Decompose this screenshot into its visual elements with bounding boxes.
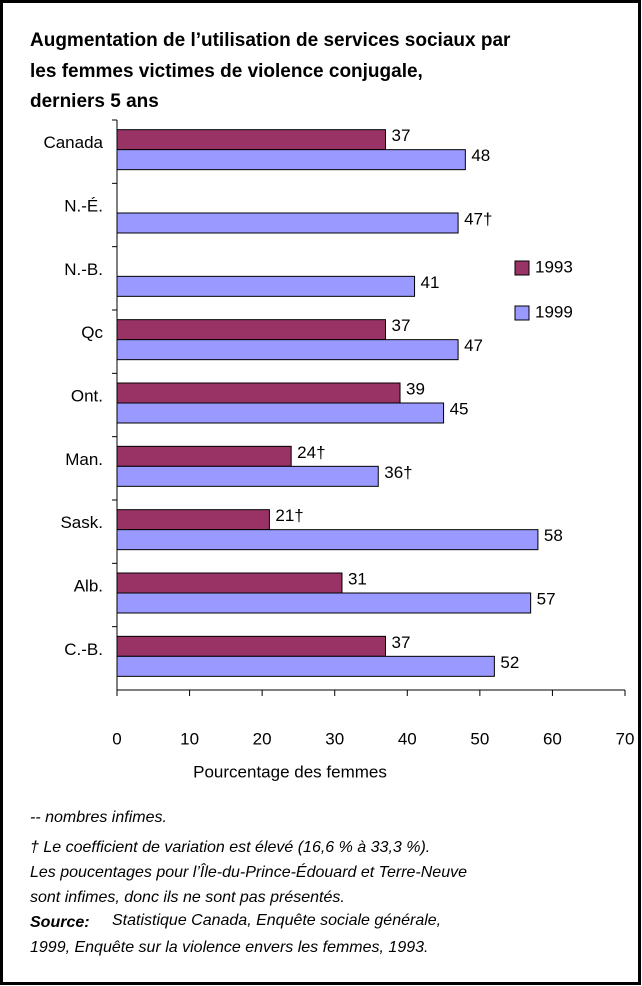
note: Les poucentages pour l’Île-du-Prince-Édo… (30, 862, 467, 881)
source-label: Source: (30, 914, 90, 931)
bar (116, 445, 292, 467)
value-label: 37 (392, 316, 411, 335)
y-tick-label: N.-B. (64, 260, 103, 279)
value-label: 41 (421, 273, 440, 292)
value-label: 37 (392, 633, 411, 652)
x-tick-label: 20 (253, 729, 272, 748)
x-tick-label: 70 (616, 729, 635, 748)
x-tick-label: 0 (112, 729, 121, 748)
note: -- nombres infimes. (30, 809, 167, 826)
legend-label: 1999 (535, 302, 573, 321)
y-tick-label: N.-É. (64, 196, 103, 215)
source-text: 1999, Enquête sur la violence envers les… (30, 939, 428, 956)
value-label: 48 (471, 146, 490, 165)
bar (116, 275, 416, 297)
chart-title: les femmes victimes de violence conjugal… (30, 61, 423, 82)
legend-label: 1993 (535, 257, 573, 276)
source-text: Statistique Canada, Enquête sociale géné… (112, 912, 441, 929)
value-label: 39 (406, 379, 425, 398)
value-label: 47 (464, 336, 483, 355)
chart-title: derniers 5 ans (30, 91, 159, 112)
x-tick-label: 10 (180, 729, 199, 748)
bar (116, 465, 379, 487)
y-tick-label: Alb. (74, 576, 103, 595)
bar (116, 402, 445, 424)
note: sont infimes, donc ils ne sont pas prése… (30, 889, 345, 906)
bar (116, 129, 387, 151)
bar (116, 529, 539, 551)
bar (116, 319, 387, 341)
value-label: 24† (297, 443, 325, 462)
bar (116, 592, 532, 614)
bar (116, 655, 495, 677)
bar (116, 635, 387, 657)
x-tick-label: 40 (398, 729, 417, 748)
x-tick-label: 60 (543, 729, 562, 748)
chart-title: Augmentation de l’utilisation de service… (30, 30, 511, 51)
note: † Le coefficient de variation est élevé … (30, 839, 430, 856)
bar (116, 572, 343, 594)
y-tick-label: Ont. (71, 386, 103, 405)
value-label: 21† (275, 506, 303, 525)
x-tick-label: 30 (325, 729, 344, 748)
y-tick-label: Sask. (60, 513, 103, 532)
y-tick-label: Qc (81, 323, 103, 342)
y-tick-label: Canada (43, 133, 103, 152)
x-axis-label: Pourcentage des femmes (193, 762, 387, 781)
value-label: 36† (384, 463, 412, 482)
bar (116, 382, 401, 404)
value-label: 47† (464, 209, 492, 228)
legend-swatch (514, 305, 530, 321)
bar (116, 509, 270, 531)
x-tick-label: 50 (470, 729, 489, 748)
value-label: 45 (450, 399, 469, 418)
bar (116, 149, 466, 171)
value-label: 37 (392, 126, 411, 145)
value-label: 57 (537, 589, 556, 608)
legend-swatch (514, 260, 530, 276)
y-tick-label: C.-B. (64, 640, 103, 659)
y-tick-label: Man. (65, 450, 103, 469)
bar (116, 212, 459, 234)
value-label: 31 (348, 569, 367, 588)
bar (116, 339, 459, 361)
value-label: 58 (544, 526, 563, 545)
value-label: 52 (500, 653, 519, 672)
